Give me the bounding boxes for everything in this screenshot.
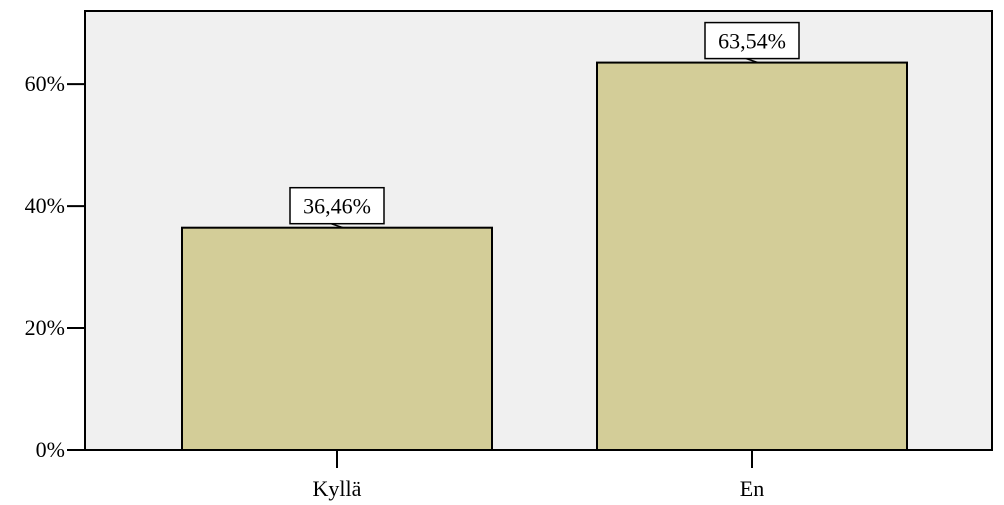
y-tick-label: 20% <box>25 315 65 340</box>
y-tick-label: 0% <box>36 437 65 462</box>
bar-1 <box>182 228 492 450</box>
y-tick-label: 60% <box>25 71 65 96</box>
x-category-label: Kyllä <box>313 476 362 501</box>
data-label-text: 63,54% <box>718 29 786 54</box>
x-axis: Kyllä En <box>313 450 765 501</box>
y-axis: 0% 20% 40% 60% <box>25 71 85 462</box>
data-label-text: 36,46% <box>303 194 371 219</box>
data-label-1: 36,46% <box>290 188 384 228</box>
bar-2 <box>597 63 907 450</box>
x-category-label: En <box>740 476 764 501</box>
y-tick-label: 40% <box>25 193 65 218</box>
data-label-2: 63,54% <box>705 23 799 63</box>
